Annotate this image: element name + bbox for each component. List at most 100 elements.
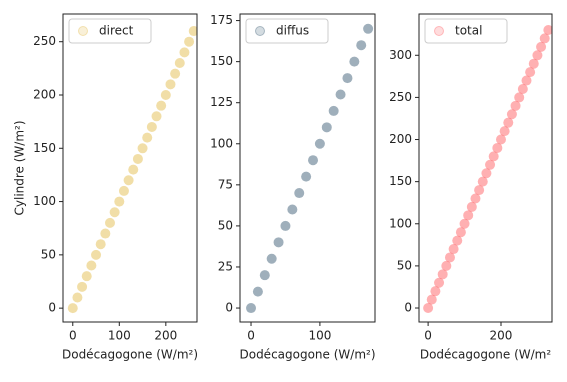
point bbox=[104, 217, 115, 228]
x-tick-label: 100 bbox=[108, 329, 131, 343]
x-axis-label: Dodécagogone (W/m²) bbox=[62, 348, 198, 362]
point bbox=[142, 132, 153, 143]
y-tick-label: 50 bbox=[397, 258, 412, 272]
point bbox=[510, 100, 521, 111]
point bbox=[517, 83, 528, 94]
point bbox=[477, 176, 488, 187]
y-tick-label: 150 bbox=[389, 174, 412, 188]
legend-marker bbox=[78, 26, 88, 36]
point bbox=[528, 58, 539, 69]
point bbox=[470, 193, 481, 204]
point bbox=[356, 40, 367, 51]
point bbox=[273, 237, 284, 248]
y-axis-label: Cylindre (W/m²) bbox=[13, 120, 27, 215]
point bbox=[485, 159, 496, 170]
point bbox=[434, 277, 445, 288]
axes-frame bbox=[239, 13, 376, 323]
y-tick-label: 175 bbox=[210, 13, 233, 27]
point bbox=[430, 286, 441, 297]
legend-box bbox=[68, 18, 152, 44]
x-tick-label: 200 bbox=[490, 329, 513, 343]
x-tick-label: 0 bbox=[424, 329, 432, 343]
x-tick-label: 0 bbox=[69, 329, 77, 343]
point bbox=[452, 235, 463, 246]
point bbox=[174, 58, 185, 69]
point bbox=[492, 142, 503, 153]
legend-label: direct bbox=[99, 24, 134, 38]
y-tick-label: 250 bbox=[389, 90, 412, 104]
point bbox=[532, 50, 543, 61]
legend-label: total bbox=[455, 24, 482, 38]
point bbox=[146, 121, 157, 132]
point bbox=[160, 89, 171, 100]
point bbox=[514, 92, 525, 103]
y-tick-label: 100 bbox=[33, 194, 56, 208]
point bbox=[536, 41, 547, 52]
point bbox=[363, 23, 374, 34]
y-tick-label: 200 bbox=[389, 132, 412, 146]
y-tick-label: 50 bbox=[218, 218, 233, 232]
y-tick-label: 200 bbox=[33, 87, 56, 101]
point bbox=[463, 210, 474, 221]
point bbox=[335, 89, 346, 100]
y-tick-label: 150 bbox=[210, 54, 233, 68]
x-tick-label: 100 bbox=[308, 329, 331, 343]
point bbox=[72, 292, 83, 303]
point bbox=[342, 73, 353, 84]
legend-marker bbox=[434, 26, 444, 36]
point bbox=[151, 111, 162, 122]
point bbox=[118, 185, 129, 196]
x-axis-label: Dodécagogone (W/m²) bbox=[239, 348, 375, 362]
point bbox=[170, 68, 181, 79]
point bbox=[188, 26, 197, 37]
point bbox=[287, 204, 298, 215]
point bbox=[123, 175, 134, 186]
point bbox=[91, 249, 102, 260]
point bbox=[466, 201, 477, 212]
y-tick-label: 75 bbox=[218, 177, 233, 191]
axes-frame bbox=[418, 13, 553, 323]
point bbox=[506, 109, 517, 120]
point bbox=[301, 171, 312, 182]
point bbox=[521, 75, 532, 86]
axes-frame bbox=[62, 13, 198, 323]
plot-area bbox=[246, 23, 374, 314]
point bbox=[314, 138, 325, 149]
point bbox=[455, 227, 466, 238]
point bbox=[495, 134, 506, 145]
point bbox=[179, 47, 190, 58]
point bbox=[77, 281, 88, 292]
y-tick-label: 0 bbox=[404, 301, 412, 315]
legend-box bbox=[245, 18, 329, 44]
point bbox=[349, 56, 360, 67]
y-tick-label: 0 bbox=[48, 301, 56, 315]
point bbox=[328, 105, 339, 116]
point bbox=[423, 303, 434, 314]
point bbox=[86, 260, 97, 271]
point bbox=[481, 168, 492, 179]
point bbox=[503, 117, 514, 128]
y-tick-label: 300 bbox=[389, 48, 412, 62]
point bbox=[441, 260, 452, 271]
point bbox=[67, 303, 78, 314]
y-tick-label: 25 bbox=[218, 259, 233, 273]
y-tick-label: 100 bbox=[210, 136, 233, 150]
point bbox=[474, 185, 485, 196]
point bbox=[95, 239, 106, 250]
point bbox=[499, 126, 510, 137]
point bbox=[321, 122, 332, 133]
point bbox=[426, 294, 437, 305]
point bbox=[128, 164, 139, 175]
point bbox=[448, 244, 459, 255]
point bbox=[525, 67, 536, 78]
plot-area bbox=[67, 26, 197, 314]
point bbox=[266, 253, 277, 264]
x-tick-label: 200 bbox=[154, 329, 177, 343]
point bbox=[165, 79, 176, 90]
point bbox=[109, 207, 120, 218]
point bbox=[488, 151, 499, 162]
point bbox=[294, 188, 305, 199]
x-tick-label: 0 bbox=[247, 329, 255, 343]
point bbox=[444, 252, 455, 263]
